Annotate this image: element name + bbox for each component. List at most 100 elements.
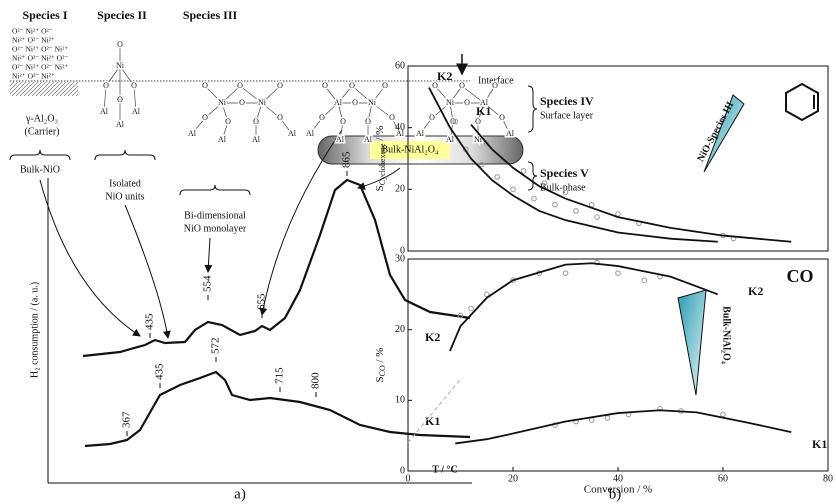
peak-label: 800 [310,372,322,389]
annotation: Bulk-NiAl₂O₄ [721,306,732,364]
assignment: Bi-dimensional [184,210,246,221]
fit-line [450,263,718,351]
peak-label: 865 [341,151,353,168]
data-point [521,169,526,174]
atom: Ni [368,98,377,107]
arrow [208,238,210,272]
atom: O [239,98,245,107]
atom: O [464,98,470,107]
carrier-hatch [10,82,78,96]
data-point [642,278,647,283]
brace [528,162,537,190]
atom: O [103,81,109,90]
atom: Al [506,129,515,138]
peak-label: 435 [144,313,156,330]
panel-a: Species I Species II Species III O²⁻ Ni²… [10,8,594,503]
assignment: Isolated [109,178,141,189]
peak-label: 655 [256,293,268,310]
panel-label: a) [234,486,246,502]
species-header: Species II [97,8,147,22]
peak-label: 572 [210,338,222,355]
fit-line [455,410,791,443]
assignment: NiO monolayer [184,223,247,234]
data-point [563,271,568,276]
atom: Al [334,98,343,107]
atom: Al [416,129,425,138]
plot-frame [408,259,828,471]
lattice-line: Ni²⁺ O²⁻ Ni²⁺ [12,36,55,45]
atom: Al [100,107,109,116]
atom: O [492,81,498,90]
curve-label: K2 [425,330,440,344]
peak-label: 367 [121,411,133,428]
atom: O [131,81,137,90]
atom: O [352,98,358,107]
atom: Al [288,129,297,138]
species-header: Species III [183,8,238,22]
peak-label: 554 [202,275,214,292]
atom: O [277,81,283,90]
species-iv-title: Species IV [540,94,594,108]
atom: O [117,40,123,49]
series-label: K1 [476,104,491,118]
data-point [574,209,579,214]
y-tick-label: 30 [395,253,405,264]
atom: Ni [258,98,267,107]
annotation: NiO-Species III [695,100,736,164]
assignment: NiO units [105,191,144,202]
atom: Al [306,129,315,138]
atom: O [382,81,388,90]
atom: O [499,113,505,122]
series-label: K2 [437,69,452,83]
brace [95,150,155,160]
data-point [595,215,600,220]
atom: O [117,95,123,104]
x-tick-label: 60 [718,473,728,484]
peak-label: 435 [154,363,166,380]
y-tick-label: 60 [395,60,405,71]
chart-title: CO [787,266,814,286]
species-iv-subtitle: Surface layer [540,110,594,121]
peak-label: 715 [274,367,286,384]
y-tick-label: 20 [395,184,405,195]
atom: O [475,117,481,126]
data-point [721,412,726,417]
curve-label: K1 [425,414,440,428]
atom: O [459,81,465,90]
atom: Ni [218,98,227,107]
lattice-line: O²⁻ Ni²⁺ O²⁻ Ni²⁺ [12,45,68,54]
brace [528,86,537,132]
atom: O [202,113,208,122]
brace [10,150,70,160]
y-tick-label: 40 [395,122,405,133]
atom: Ni [116,61,125,70]
atom: O [277,113,283,122]
atom: O [225,117,231,126]
atom: O [340,117,346,126]
y-tick-label: 20 [395,324,405,335]
atom: O [202,81,208,90]
lattice-line: Ni²⁺ O²⁻ Ni²⁺ O²⁻ [12,54,68,63]
atom: O [253,117,259,126]
arrow [40,180,140,336]
lattice-line: O²⁻ Ni²⁺ O²⁻ [12,27,53,36]
y-axis-label-part: / % [374,126,386,144]
x-tick-label: 0 [406,473,411,484]
carrier-label: (Carrier) [25,126,60,137]
annotation-wedge [678,290,706,395]
y-axis-label-part: / % [374,348,386,366]
x-tick-label: 20 [508,473,518,484]
x-axis-label: T / °C [432,464,458,475]
data-point [511,187,516,192]
data-point [532,196,537,201]
data-point [589,418,594,423]
data-point [616,271,621,276]
atom: O [322,81,328,90]
y-axis-label: H₂ consumption / (a. u.) [29,282,40,378]
bulk-box-label: Bulk-NiAl₂O₄ [382,144,439,155]
atom: Al [446,135,455,144]
data-point [495,175,500,180]
lattice-line: Ni²⁺ O²⁻ Ni²⁺ [12,72,55,81]
atom: Al [364,135,373,144]
atom: Ni [446,98,455,107]
